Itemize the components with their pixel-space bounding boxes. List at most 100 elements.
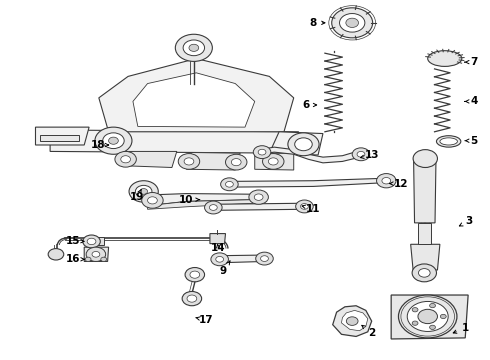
Polygon shape xyxy=(255,153,294,170)
Circle shape xyxy=(220,178,238,191)
Text: 7: 7 xyxy=(465,57,478,67)
Circle shape xyxy=(253,146,271,158)
Circle shape xyxy=(225,154,247,170)
Ellipse shape xyxy=(437,136,461,147)
Text: 8: 8 xyxy=(310,18,325,28)
Circle shape xyxy=(441,314,446,319)
Circle shape xyxy=(209,204,217,210)
Text: 18: 18 xyxy=(91,140,108,150)
Text: 4: 4 xyxy=(465,96,478,107)
Polygon shape xyxy=(210,234,225,244)
Ellipse shape xyxy=(428,51,462,66)
Circle shape xyxy=(135,185,152,198)
Polygon shape xyxy=(147,194,260,206)
Circle shape xyxy=(175,34,212,62)
Ellipse shape xyxy=(440,138,458,145)
Text: 17: 17 xyxy=(196,315,213,325)
Circle shape xyxy=(382,177,391,184)
Polygon shape xyxy=(84,247,109,261)
Circle shape xyxy=(398,295,457,338)
Text: 1: 1 xyxy=(453,323,469,333)
Text: 10: 10 xyxy=(179,195,199,204)
Circle shape xyxy=(412,307,418,312)
Circle shape xyxy=(407,301,448,332)
Circle shape xyxy=(346,317,358,325)
Circle shape xyxy=(418,269,430,277)
Text: 2: 2 xyxy=(362,325,375,338)
Circle shape xyxy=(357,152,365,157)
Polygon shape xyxy=(133,73,255,127)
Text: 3: 3 xyxy=(459,216,473,226)
Circle shape xyxy=(249,190,269,204)
Circle shape xyxy=(183,40,204,56)
Circle shape xyxy=(300,203,308,209)
Circle shape xyxy=(340,14,365,32)
Circle shape xyxy=(184,158,194,165)
Polygon shape xyxy=(216,255,267,263)
Circle shape xyxy=(295,200,313,213)
Circle shape xyxy=(256,252,273,265)
Polygon shape xyxy=(99,59,294,132)
Circle shape xyxy=(294,138,312,151)
Circle shape xyxy=(211,253,228,266)
Text: 12: 12 xyxy=(390,179,408,189)
Polygon shape xyxy=(211,203,306,210)
Circle shape xyxy=(87,238,96,245)
Circle shape xyxy=(83,235,100,248)
Circle shape xyxy=(261,256,269,261)
Polygon shape xyxy=(411,244,440,270)
Circle shape xyxy=(185,267,204,282)
Circle shape xyxy=(182,292,202,306)
Text: 6: 6 xyxy=(302,100,317,110)
Circle shape xyxy=(263,154,284,169)
Polygon shape xyxy=(50,130,298,153)
Circle shape xyxy=(376,174,396,188)
Circle shape xyxy=(269,158,278,165)
Circle shape xyxy=(178,154,200,169)
Circle shape xyxy=(413,150,438,167)
Polygon shape xyxy=(187,153,240,170)
Circle shape xyxy=(346,18,359,27)
Circle shape xyxy=(430,325,436,329)
Polygon shape xyxy=(414,158,436,223)
Circle shape xyxy=(147,197,157,204)
Text: 11: 11 xyxy=(302,203,320,213)
Polygon shape xyxy=(418,223,431,244)
Polygon shape xyxy=(225,178,386,187)
Polygon shape xyxy=(40,135,79,141)
Text: 5: 5 xyxy=(465,136,478,146)
Circle shape xyxy=(231,158,241,166)
Circle shape xyxy=(140,189,147,194)
Circle shape xyxy=(85,257,91,261)
Circle shape xyxy=(121,156,130,163)
Circle shape xyxy=(115,152,136,167)
Circle shape xyxy=(101,257,107,261)
Polygon shape xyxy=(333,306,372,337)
Circle shape xyxy=(189,44,199,51)
Circle shape xyxy=(216,256,223,262)
Polygon shape xyxy=(270,132,323,155)
Circle shape xyxy=(352,148,370,161)
Circle shape xyxy=(254,194,263,201)
Circle shape xyxy=(103,133,124,149)
Circle shape xyxy=(92,251,100,257)
Polygon shape xyxy=(88,237,104,245)
Text: 13: 13 xyxy=(361,150,379,160)
Polygon shape xyxy=(391,295,468,339)
Text: 9: 9 xyxy=(220,261,230,276)
Circle shape xyxy=(412,264,437,282)
Circle shape xyxy=(190,271,200,278)
Polygon shape xyxy=(147,200,255,209)
Circle shape xyxy=(430,303,436,308)
Circle shape xyxy=(204,201,222,214)
Text: 19: 19 xyxy=(130,189,144,202)
Circle shape xyxy=(258,149,266,155)
Polygon shape xyxy=(342,310,368,331)
Circle shape xyxy=(109,137,118,144)
Circle shape xyxy=(129,181,158,202)
Circle shape xyxy=(288,133,319,156)
Polygon shape xyxy=(35,127,89,145)
Circle shape xyxy=(142,193,163,208)
Circle shape xyxy=(412,321,418,325)
Circle shape xyxy=(48,249,64,260)
